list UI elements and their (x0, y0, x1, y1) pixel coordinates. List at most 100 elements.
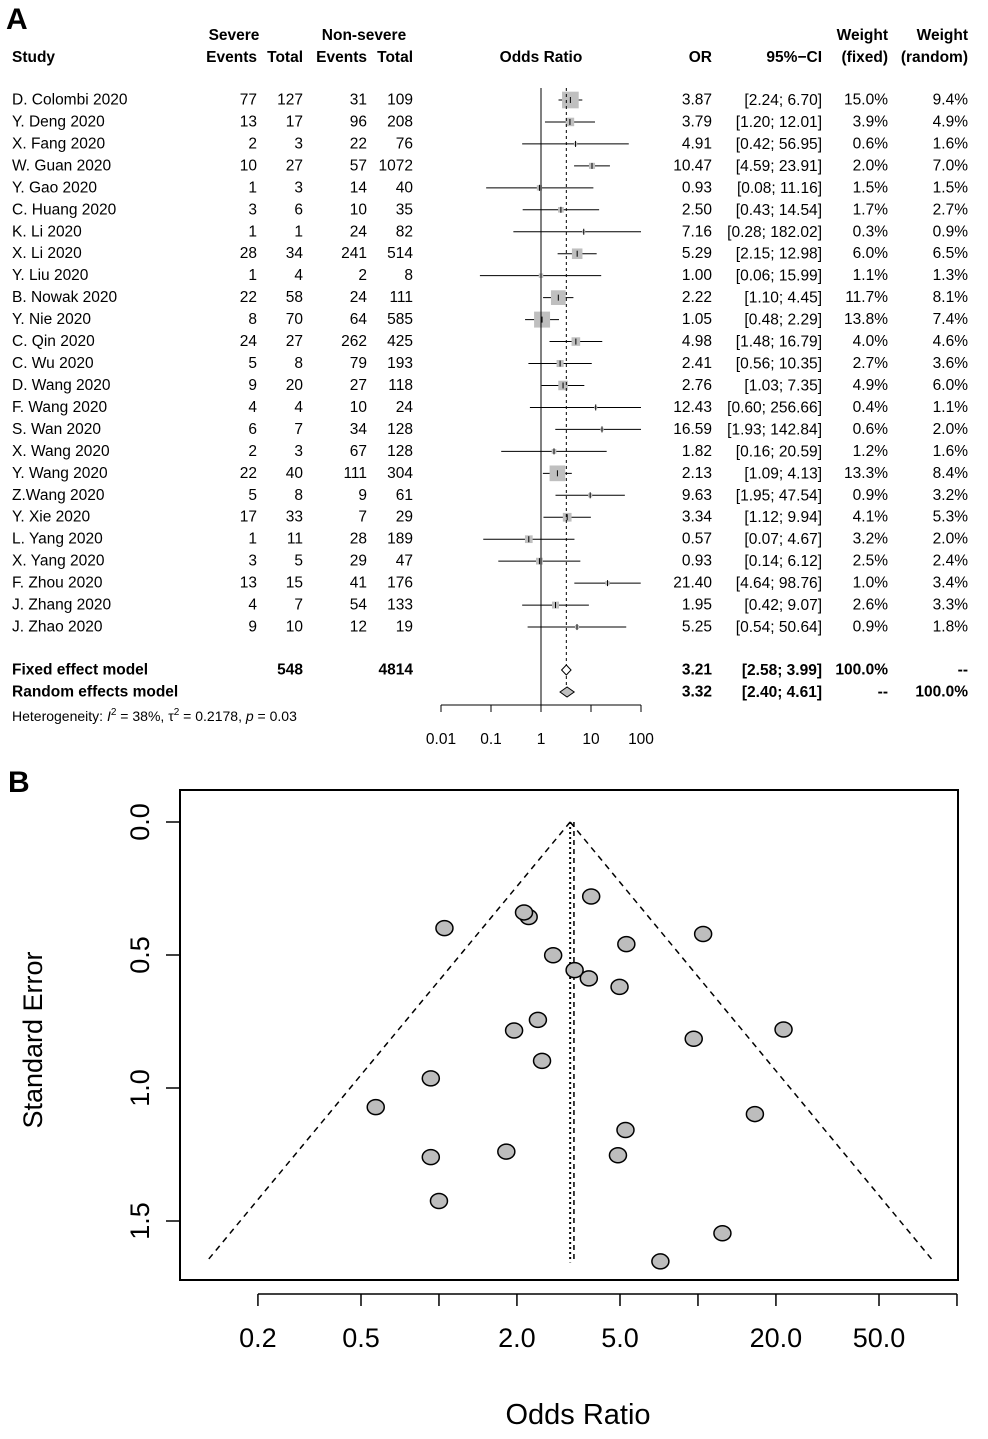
nonsevere-events: 24 (350, 289, 368, 306)
weight-fixed: 6.0% (853, 245, 889, 262)
study-point (565, 961, 584, 979)
ci-value: [0.07; 4.67] (744, 531, 822, 548)
weight-fixed: 3.9% (853, 113, 889, 130)
or-value: 3.87 (682, 92, 712, 109)
or-value: 16.59 (673, 421, 712, 438)
study-name: X. Yang 2020 (12, 553, 105, 570)
nonsevere-total: 24 (396, 399, 414, 416)
or-value: 3.79 (682, 113, 712, 130)
study-name: F. Zhou 2020 (12, 575, 103, 592)
funnel-marks: 0.2 0.5 2.0 5.0 20.0 50.0 0.0 0.5 1.0 1.5 (125, 803, 958, 1353)
ci-value: [2.15; 12.98] (736, 245, 822, 262)
or-value: 2.22 (682, 289, 712, 306)
nonsevere-events: 12 (350, 619, 367, 636)
severe-total: 27 (286, 333, 303, 350)
ci-lower: 4.59 (740, 157, 770, 174)
y-tick-label: 1.5 (125, 1202, 155, 1240)
weight-fixed: 2.5% (853, 553, 889, 570)
study-row: F. Zhou 2020 13 15 41 176 21.40 [4.64; 98.76] 1… (12, 575, 968, 592)
or-value: 1.82 (682, 443, 712, 460)
panel-a-label: A (6, 3, 28, 36)
severe-total: 7 (294, 421, 303, 438)
fixed-diamond (560, 664, 572, 676)
ci-lower: 1.48 (740, 333, 770, 350)
weight-random: 7.4% (933, 311, 969, 328)
severe-events: 13 (240, 575, 257, 592)
forest-x-tick-label: 0.1 (480, 731, 502, 748)
study-point (774, 1021, 793, 1038)
or-value: 1.05 (682, 311, 712, 328)
header-weight-random: Weight (917, 27, 968, 44)
ci-value: [1.03; 7.35] (744, 377, 822, 394)
study-row: F. Wang 2020 4 4 10 24 12.43 [0.60; 256.66] 0.4… (12, 399, 968, 416)
heterogeneity-text: Heterogeneity: I2 = 38%, τ2 = 0.2178, p … (12, 707, 297, 724)
severe-events: 4 (248, 399, 257, 416)
study-point (504, 1022, 524, 1039)
study-name: X. Wang 2020 (12, 443, 110, 460)
ci-upper: 98.76 (779, 575, 818, 592)
study-row: D. Colombi 2020 77 127 31 109 3.87 [2.24; 6.70… (12, 92, 968, 109)
ci-lower: 0.07 (749, 531, 779, 548)
weight-fixed: 0.3% (853, 223, 889, 240)
study-row: Z.Wang 2020 5 8 9 61 9.63 [1.95; 47.54] 0.9% 3.2… (12, 487, 968, 504)
ci-value: [0.60; 256.66] (727, 399, 822, 416)
forest-rows: D. Colombi 2020 77 127 31 109 3.87 [2.24; 6.70… (12, 92, 968, 701)
weight-random: 2.0% (933, 531, 969, 548)
weight-random: 1.5% (933, 179, 969, 196)
nonsevere-total: 176 (387, 575, 413, 592)
ci-value: [2.58; 3.99] (742, 662, 822, 679)
y-tick-label: 1.0 (125, 1069, 155, 1107)
nonsevere-events: 54 (350, 597, 368, 614)
severe-events: 10 (240, 157, 258, 174)
severe-events: 1 (248, 531, 257, 548)
weight-random: 1.6% (933, 443, 969, 460)
severe-total: 15 (286, 575, 303, 592)
study-row: Y. Xie 2020 17 33 7 29 3.34 [1.12; 9.94] 4.1% 5.… (12, 509, 968, 526)
ci-value: [1.95; 47.54] (736, 487, 822, 504)
funnel-plot: 0.2 0.5 2.0 5.0 20.0 50.0 0.0 0.5 1.0 1.5 Standar… (18, 789, 959, 1431)
study-name: B. Nowak 2020 (12, 289, 117, 306)
nonsevere-events: 22 (350, 135, 367, 152)
study-name: Y. Deng 2020 (12, 113, 105, 130)
or-value: 12.43 (673, 399, 712, 416)
y-tick-label: 0.0 (125, 803, 155, 841)
study-point (543, 947, 563, 964)
study-point (608, 1147, 628, 1164)
ci-lower: 0.06 (740, 267, 770, 284)
nonsevere-events: 2 (358, 267, 367, 284)
ci-upper: 182.02 (770, 223, 817, 240)
weight-fixed: 2.6% (853, 597, 889, 614)
study-point (528, 1011, 548, 1029)
nonsevere-total: 8 (404, 267, 413, 284)
weight-random: 100.0% (915, 684, 968, 701)
ci-lower: 2.24 (749, 92, 780, 109)
het-tau2: 0.2178 (195, 708, 238, 724)
weight-fixed: 1.5% (853, 179, 889, 196)
or-value: 2.50 (682, 201, 713, 218)
ci-upper: 10.35 (779, 355, 818, 372)
nonsevere-events: 111 (343, 465, 367, 482)
ci-upper: 9.07 (788, 597, 818, 614)
weight-fixed: 4.1% (853, 509, 889, 526)
ci-lower: 1.03 (749, 377, 779, 394)
x-tick-label: 0.2 (239, 1323, 277, 1353)
header-or: OR (689, 49, 712, 66)
nonsevere-total: 47 (396, 553, 413, 570)
study-row: Y. Liu 2020 1 4 2 8 1.00 [0.06; 15.99] 1.1% 1.3% (12, 267, 968, 284)
study-point (514, 904, 534, 921)
ci-lower: 1.09 (749, 465, 779, 482)
nonsevere-total: 425 (387, 333, 413, 350)
ci-upper: 2.29 (788, 311, 818, 328)
severe-events: 1 (248, 179, 257, 196)
nonsevere-total: 35 (396, 201, 413, 218)
nonsevere-events: 7 (358, 509, 367, 526)
weight-random: 3.4% (933, 575, 969, 592)
nonsevere-total: 304 (387, 465, 413, 482)
study-point (532, 1052, 552, 1070)
ci-upper: 4.45 (788, 289, 818, 306)
ci-upper: 142.84 (770, 421, 818, 438)
study-name: Z.Wang 2020 (12, 487, 105, 504)
ci-value: [4.64; 98.76] (736, 575, 822, 592)
study-name: J. Zhao 2020 (12, 619, 103, 636)
severe-total: 5 (294, 553, 303, 570)
